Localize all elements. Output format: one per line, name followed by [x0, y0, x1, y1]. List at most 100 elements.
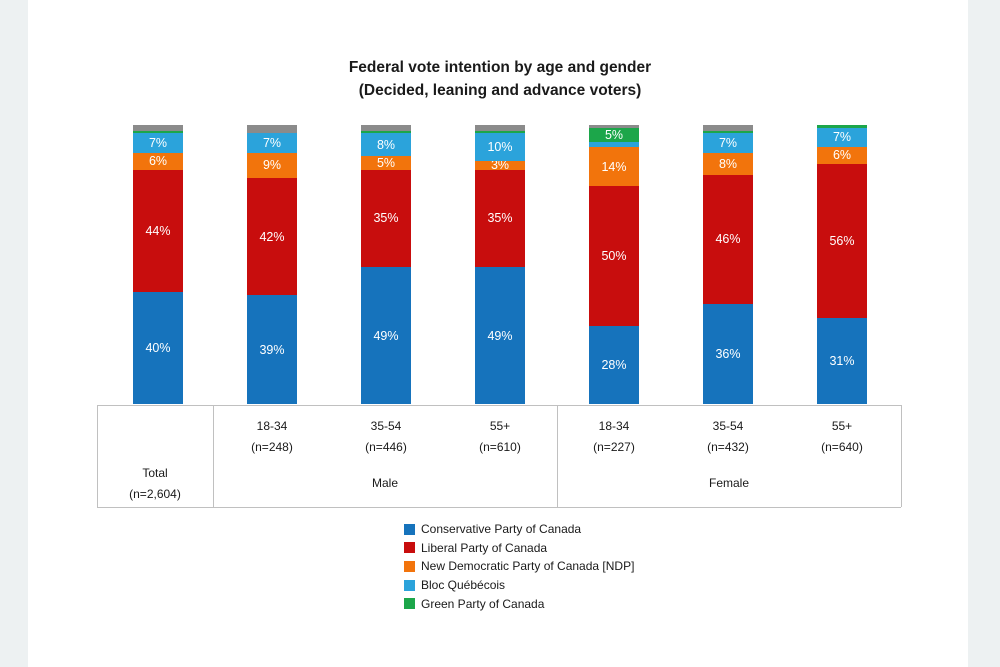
bar-segment-conservative-party-of-canada-male-18-34-n-248: 39%: [247, 295, 297, 404]
axis-age-label-35-54-n-432: 35-54 (n=432): [671, 416, 785, 458]
bar-value-label: 49%: [487, 328, 513, 343]
bar-segment-liberal-party-of-canada-female-18-34-n-227: 50%: [589, 186, 639, 326]
legend-swatch-icon: [404, 523, 415, 535]
axis-group-label-total: Total (n=2,604): [97, 460, 213, 507]
page-margin-right: [968, 0, 1000, 667]
bar-segment-new-democratic-party-of-canada-ndp-female-55+-n-640: 6%: [817, 147, 867, 164]
bar-segment-new-democratic-party-of-canada-ndp-female-35-54-n-432: 8%: [703, 152, 753, 176]
bar-segment-conservative-party-of-canada-female-18-34-n-227: 28%: [589, 325, 639, 404]
legend-swatch-icon: [404, 560, 415, 572]
bar-segment-bloc-québécois-female-35-54-n-432: 7%: [703, 133, 753, 153]
legend-item-bloc-québécois: Bloc Québécois: [404, 576, 634, 595]
axis-age-label-line: (n=610): [479, 440, 521, 454]
axis-group-label-female: Female: [557, 460, 901, 507]
axis-line: [97, 405, 901, 406]
axis-line: [213, 405, 214, 507]
bar-value-label: 14%: [601, 159, 627, 174]
bar-segment-green-party-of-canada-female-35-54-n-432: [703, 130, 753, 134]
bar-segment-green-party-of-canada-male-35-54-n-446: [361, 130, 411, 134]
legend-item-new-democratic-party-of-canada-ndp: New Democratic Party of Canada [NDP]: [404, 557, 634, 576]
bar-value-label: 46%: [715, 232, 741, 247]
bar-segment-conservative-party-of-canada-female-35-54-n-432: 36%: [703, 303, 753, 404]
bar-value-label: 50%: [601, 249, 627, 264]
bar-segment-liberal-party-of-canada-female-55+-n-640: 56%: [817, 163, 867, 319]
bar-segment-conservative-party-of-canada-total-n-2604: 40%: [133, 292, 183, 404]
axis-group-label-line: Female: [708, 476, 749, 490]
bar-value-label: 8%: [718, 157, 738, 172]
bar-value-label: 28%: [601, 357, 627, 372]
bar-segment-bloc-québécois-male-35-54-n-446: 8%: [361, 133, 411, 156]
axis-age-label-55+-n-640: 55+ (n=640): [785, 416, 899, 458]
bar-segment-liberal-party-of-canada-male-18-34-n-248: 42%: [247, 178, 297, 296]
page-margin-left: [0, 0, 28, 667]
axis-line: [97, 507, 901, 508]
bar-segment-new-democratic-party-of-canada-ndp-female-18-34-n-227: 14%: [589, 147, 639, 187]
axis-line: [557, 405, 558, 507]
bar-segment-green-party-of-canada-female-55+-n-640: [817, 125, 867, 128]
bar-value-label: 40%: [145, 341, 171, 356]
bar-value-label: 6%: [148, 154, 168, 169]
axis-age-label-line: 55+: [489, 419, 511, 433]
bar-value-label: 9%: [262, 158, 282, 173]
bar-segment-conservative-party-of-canada-male-35-54-n-446: 49%: [361, 267, 411, 404]
axis-age-label-line: (n=640): [821, 440, 863, 454]
axis-group-label-male: Male: [213, 460, 557, 507]
axis-age-label-line: 35-54: [712, 419, 744, 433]
bar-segment-conservative-party-of-canada-female-55+-n-640: 31%: [817, 318, 867, 404]
bar-segment-other-gray-not-in-legend-female-18-34-n-227: [589, 125, 639, 128]
legend-label: Liberal Party of Canada: [421, 540, 548, 555]
bar-value-label: 39%: [259, 342, 285, 357]
axis-age-label-line: 18-34: [256, 419, 288, 433]
bar-segment-new-democratic-party-of-canada-ndp-male-35-54-n-446: 5%: [361, 155, 411, 170]
bar-value-label: 42%: [259, 229, 285, 244]
axis-group-label-line: (n=2,604): [129, 486, 181, 501]
legend-label: Green Party of Canada: [421, 596, 545, 611]
bar-value-label: 35%: [487, 211, 513, 226]
axis-age-label-line: (n=248): [251, 440, 293, 454]
bar-segment-liberal-party-of-canada-total-n-2604: 44%: [133, 169, 183, 293]
legend-item-conservative-party-of-canada: Conservative Party of Canada: [404, 520, 634, 539]
bar-value-label: 7%: [718, 136, 738, 151]
chart-legend: Conservative Party of Canada Liberal Part…: [404, 520, 634, 613]
legend-label: Conservative Party of Canada: [421, 522, 582, 537]
axis-age-label-18-34-n-227: 18-34 (n=227): [557, 416, 671, 458]
bar-value-label: 7%: [832, 130, 852, 145]
axis-group-label-line: Male: [371, 476, 398, 490]
axis-line: [97, 405, 98, 507]
bar-segment-green-party-of-canada-total-n-2604: [133, 130, 183, 134]
bar-segment-other-gray-not-in-legend-male-55+-n-610: [475, 125, 525, 131]
bar-value-label: 35%: [373, 211, 399, 226]
bar-segment-other-gray-not-in-legend-female-35-54-n-432: [703, 125, 753, 131]
axis-age-label-line: (n=227): [593, 440, 635, 454]
bar-value-label: 10%: [487, 140, 513, 155]
axis-group-label-line: Total: [142, 465, 168, 480]
axis-line: [901, 405, 902, 507]
legend-swatch-icon: [404, 598, 415, 610]
bar-value-label: 5%: [604, 127, 624, 142]
bar-segment-conservative-party-of-canada-male-55+-n-610: 49%: [475, 267, 525, 404]
axis-age-label-line: (n=446): [365, 440, 407, 454]
axis-age-label-18-34-n-248: 18-34 (n=248): [215, 416, 329, 458]
bar-segment-green-party-of-canada-male-55+-n-610: [475, 130, 525, 134]
legend-label: Bloc Québécois: [421, 578, 506, 593]
bar-value-label: 31%: [829, 354, 855, 369]
bar-segment-new-democratic-party-of-canada-ndp-total-n-2604: 6%: [133, 152, 183, 170]
bar-segment-new-democratic-party-of-canada-ndp-male-18-34-n-248: 9%: [247, 152, 297, 178]
bar-value-label: 56%: [829, 234, 855, 249]
axis-age-label-35-54-n-446: 35-54 (n=446): [329, 416, 443, 458]
axis-age-label-line: 55+: [831, 419, 853, 433]
axis-age-label-line: 18-34: [598, 419, 630, 433]
chart-subtitle: (Decided, leaning and advance voters): [358, 82, 642, 99]
bar-segment-liberal-party-of-canada-male-35-54-n-446: 35%: [361, 169, 411, 268]
bar-segment-liberal-party-of-canada-female-35-54-n-432: 46%: [703, 175, 753, 304]
chart-title: Federal vote intention by age and gender: [348, 59, 652, 76]
legend-item-green-party-of-canada: Green Party of Canada: [404, 594, 634, 613]
bar-value-label: 7%: [262, 136, 282, 151]
bar-value-label: 7%: [148, 136, 168, 151]
legend-swatch-icon: [404, 579, 415, 591]
bar-segment-liberal-party-of-canada-male-55+-n-610: 35%: [475, 169, 525, 268]
bar-value-label: 36%: [715, 346, 741, 361]
legend-swatch-icon: [404, 542, 415, 554]
bar-value-label: 5%: [376, 155, 396, 170]
bar-value-label: 49%: [373, 328, 399, 343]
